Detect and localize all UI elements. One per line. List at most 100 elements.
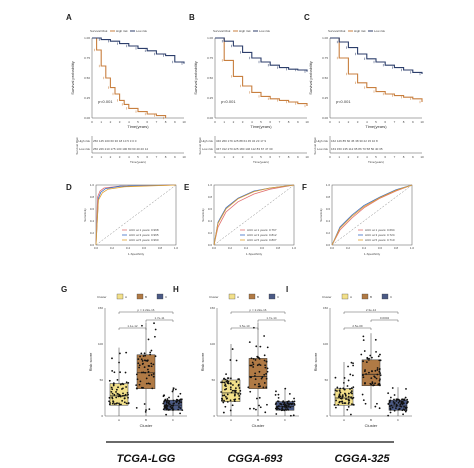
legend-swatch — [341, 293, 349, 300]
data-point — [259, 364, 262, 366]
y-tick-label: 0 — [213, 414, 215, 418]
data-point — [237, 378, 240, 381]
data-point — [231, 404, 234, 407]
y-tick-label: 100 — [323, 342, 328, 346]
risk-x-tick: 0 — [329, 155, 331, 159]
data-point — [234, 393, 236, 396]
data-point — [250, 364, 253, 367]
data-point — [266, 370, 269, 373]
data-point — [147, 370, 150, 373]
significance-label: 3.5e-10 — [239, 324, 250, 328]
data-point — [142, 362, 144, 365]
data-point — [378, 379, 381, 382]
data-point — [234, 387, 237, 390]
data-point — [341, 394, 344, 396]
x-tick-label: C — [397, 418, 400, 422]
data-point — [265, 372, 268, 375]
risk-counts-high: 162 126 85 60 45 38 30 22 15 10 8 — [331, 139, 378, 143]
data-point — [340, 400, 343, 403]
x-tick-label: 7 — [279, 120, 281, 124]
data-point — [289, 406, 292, 409]
data-point — [391, 387, 394, 389]
data-point — [350, 387, 353, 390]
data-point — [172, 402, 175, 405]
x-axis-label: 1-Specificity — [246, 252, 263, 256]
x-tick-label: 6 — [384, 120, 386, 124]
data-point — [118, 402, 120, 405]
data-point — [225, 397, 228, 400]
data-point — [378, 382, 381, 385]
data-point — [256, 364, 259, 367]
x-tick-label: 0.6 — [378, 246, 383, 250]
data-point — [152, 363, 155, 366]
data-point — [261, 376, 264, 379]
data-point — [177, 402, 180, 405]
legend-label: B — [370, 295, 372, 299]
y-tick-label: 0.25 — [84, 96, 90, 100]
data-point — [115, 388, 118, 391]
data-point — [124, 393, 127, 396]
data-point — [224, 395, 227, 398]
data-point — [150, 362, 153, 365]
risk-x-tick: 5 — [375, 155, 377, 159]
data-point — [162, 408, 165, 411]
data-point — [404, 396, 407, 399]
data-point — [226, 393, 229, 396]
y-tick-label: 1.0 — [208, 183, 213, 187]
data-point — [122, 383, 125, 386]
data-point — [220, 381, 223, 384]
data-point — [144, 371, 147, 374]
data-point — [346, 385, 349, 387]
dataset-footer: TCGA-LGG CGGA-693 CGGA-325 — [106, 441, 394, 465]
y-tick-label: 0.2 — [90, 231, 95, 235]
data-point — [379, 359, 382, 362]
data-point — [154, 355, 157, 358]
significance-label: 0.0004 — [380, 316, 390, 320]
data-point — [352, 386, 355, 389]
data-point — [163, 394, 166, 397]
data-point — [139, 355, 141, 358]
legend-label: A — [350, 295, 352, 299]
data-point — [263, 354, 266, 357]
data-point — [341, 395, 344, 398]
data-point — [120, 403, 122, 406]
data-point — [119, 371, 121, 374]
box-panel-h: H Cluster A B C 0 50 100 150 Risk score Cluster A B C… — [173, 285, 299, 428]
data-point — [338, 390, 341, 392]
legend-title: Survival Risk — [328, 29, 346, 33]
legend-label: C — [277, 295, 280, 299]
data-point — [274, 394, 277, 396]
y-tick-label: 1.0 — [90, 183, 95, 187]
data-point — [374, 382, 376, 385]
data-point — [371, 381, 374, 384]
data-point — [126, 391, 129, 394]
x-axis-label: 1-Specificity — [364, 252, 381, 256]
data-point — [144, 410, 147, 413]
p-value: p<0.001 — [98, 99, 113, 104]
risk-row-low-label: Low risk — [317, 147, 329, 151]
data-point — [229, 377, 232, 380]
risk-x-tick: 1 — [338, 155, 340, 159]
km-curve-high — [215, 37, 308, 106]
roc-panel-e: E Sensitivity 1-Specificity 0.00.0 0.2 0.2 0.4… — [184, 183, 296, 256]
auc-legend-label: AUC at 3 years: 0.812 — [247, 233, 277, 237]
y-tick-label: 1.00 — [84, 36, 90, 40]
data-point — [262, 386, 265, 389]
x-tick-label: 0 — [214, 120, 216, 124]
data-point — [166, 405, 169, 408]
data-point — [250, 376, 253, 379]
data-point — [227, 382, 230, 385]
risk-x-tick: 1 — [223, 155, 225, 159]
auc-legend-label: AUC at 3 years: 0.724 — [365, 233, 395, 237]
data-point — [121, 394, 124, 397]
x-tick-label: A — [230, 418, 232, 422]
data-point — [220, 397, 223, 400]
y-tick-label: 0.6 — [90, 207, 95, 211]
data-point — [233, 389, 236, 392]
data-point — [349, 413, 352, 416]
data-point — [145, 359, 147, 362]
risk-row-high-label: High risk — [201, 139, 213, 143]
x-tick-label: 3 — [357, 120, 359, 124]
data-point — [347, 395, 350, 398]
data-point — [175, 401, 178, 404]
